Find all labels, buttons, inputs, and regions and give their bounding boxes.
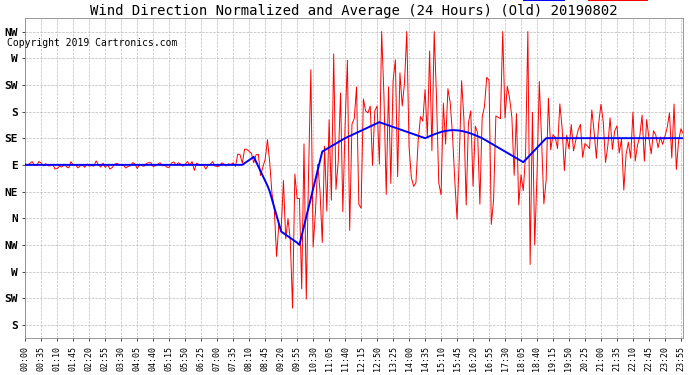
Title: Wind Direction Normalized and Average (24 Hours) (Old) 20190802: Wind Direction Normalized and Average (2… — [90, 4, 618, 18]
Text: Copyright 2019 Cartronics.com: Copyright 2019 Cartronics.com — [7, 38, 177, 48]
